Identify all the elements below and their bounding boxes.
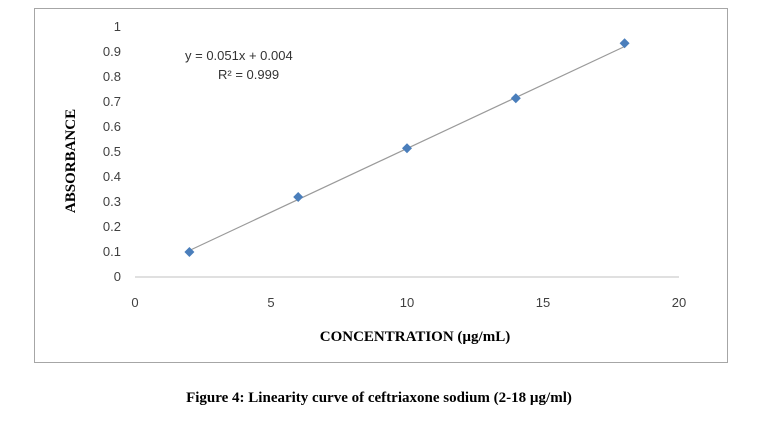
data-point [293,192,304,202]
data-point [402,143,412,154]
x-tick-label: 15 [536,295,550,310]
figure-caption: Figure 4: Linearity curve of ceftriaxone… [186,390,572,406]
y-tick-label: 0.4 [103,169,121,184]
x-tick-label: 10 [400,295,414,310]
y-tick-label: 0.9 [103,44,121,59]
r2-label: R² = 0.999 [218,67,279,82]
y-axis-title: ABSORBANCE [63,109,79,213]
y-axis-ticks: 0 0.1 0.2 0.3 0.4 0.5 0.6 0.7 0.8 0.9 1 [103,19,121,284]
x-tick-label: 20 [672,295,686,310]
y-tick-label: 1 [114,19,121,34]
linearity-chart: 0 0.1 0.2 0.3 0.4 0.5 0.6 0.7 0.8 0.9 1 0 5 10 15 20 y… [63,19,686,345]
x-axis-ticks: 0 5 10 15 20 [131,295,686,310]
x-tick-label: 0 [131,295,138,310]
y-tick-label: 0.8 [103,69,121,84]
chart-frame: 0 0.1 0.2 0.3 0.4 0.5 0.6 0.7 0.8 0.9 1 0 5 10 15 20 y… [34,8,728,363]
y-tick-label: 0.1 [103,244,121,259]
x-axis-title: CONCENTRATION (µg/mL) [320,329,510,345]
y-tick-label: 0.2 [103,219,121,234]
y-tick-label: 0.6 [103,119,121,134]
x-tick-label: 5 [267,295,274,310]
equation-label: y = 0.051x + 0.004 [185,48,293,63]
y-tick-label: 0.7 [103,94,121,109]
data-point [184,247,195,257]
y-tick-label: 0.5 [103,144,121,159]
y-tick-label: 0 [114,269,121,284]
data-point [510,93,521,104]
y-tick-label: 0.3 [103,194,121,209]
data-point [619,38,630,49]
data-points [184,38,630,257]
